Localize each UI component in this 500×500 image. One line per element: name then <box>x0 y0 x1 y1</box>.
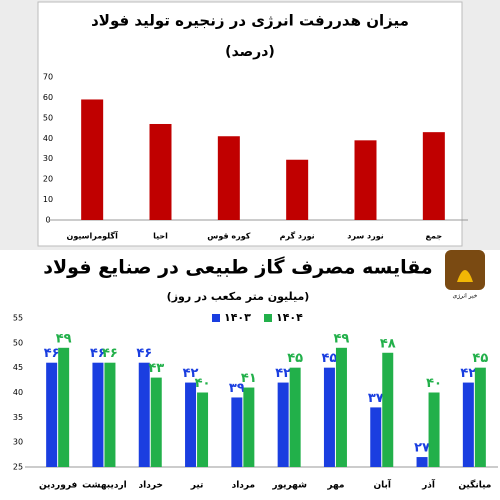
bar <box>46 362 58 467</box>
bar <box>81 99 104 220</box>
value-label: ۴۶ <box>136 346 152 361</box>
x-tick-label: مرداد <box>232 481 256 491</box>
value-label: ۴۶ <box>44 346 60 361</box>
value-label: ۴۱ <box>241 371 257 386</box>
legend-swatch <box>212 314 220 322</box>
x-tick-label: شهریور <box>271 481 307 491</box>
bar <box>422 132 445 220</box>
logo-text: خبر انرژی <box>453 293 478 300</box>
bar <box>428 392 440 467</box>
bar <box>416 457 428 467</box>
y-tick-label: 25 <box>13 463 23 472</box>
value-label: ۴۲ <box>460 366 476 381</box>
y-tick-label: 70 <box>43 73 53 82</box>
chart-subtitle: (میلیون متر مکعب در روز) <box>167 290 310 303</box>
value-label: ۴۵ <box>322 351 338 366</box>
value-label: ۳۹ <box>229 381 245 396</box>
top-frame <box>37 1 463 247</box>
value-label: ۲۷ <box>414 441 430 456</box>
bar <box>231 397 243 467</box>
y-tick-label: 60 <box>43 93 53 102</box>
logo: خبر انرژی <box>445 250 485 300</box>
chart-subtitle: (درصد) <box>225 44 275 60</box>
x-tick-label: میانگین <box>458 479 491 491</box>
bar <box>243 387 255 467</box>
y-tick-label: 55 <box>13 314 23 323</box>
value-label: ۴۹ <box>334 331 350 346</box>
bar <box>323 367 335 467</box>
value-label: ۴۰ <box>195 376 211 391</box>
logo-flame <box>457 270 473 282</box>
bar <box>474 367 486 467</box>
bar <box>289 367 301 467</box>
y-tick-label: 40 <box>43 134 53 143</box>
value-label: ۴۲ <box>183 366 199 381</box>
y-tick-label: 35 <box>13 413 23 422</box>
value-label: ۴۰ <box>426 376 442 391</box>
value-label: ۴۶ <box>90 346 106 361</box>
y-tick-label: 10 <box>43 195 53 204</box>
bar <box>217 136 240 220</box>
x-tick-label: نورد سرد <box>347 232 383 241</box>
x-tick-label: مهر <box>326 481 344 491</box>
x-tick-label: احیا <box>153 232 168 241</box>
bar <box>138 362 150 467</box>
value-label: ۳۷ <box>368 391 384 406</box>
value-label: ۴۲ <box>275 366 291 381</box>
bar <box>150 377 162 467</box>
chart-title: مقایسه مصرف گاز طبیعی در صنایع فولاد <box>43 256 432 279</box>
legend-swatch <box>264 314 272 322</box>
legend-label: ۱۴۰۴ <box>276 311 303 324</box>
x-tick-label: فروردین <box>39 481 77 491</box>
x-tick-label: نورد گرم <box>280 231 315 241</box>
bar <box>104 362 116 467</box>
x-tick-label: کوره قوس <box>207 232 250 242</box>
bar <box>277 382 289 467</box>
value-label: ۴۸ <box>380 336 396 351</box>
x-tick-label: آذر <box>421 479 436 491</box>
value-label: ۴۶ <box>102 346 118 361</box>
bar <box>149 123 172 220</box>
x-tick-label: آگلومراسیون <box>67 231 119 241</box>
x-tick-label: آبان <box>373 479 391 491</box>
bar <box>354 140 377 220</box>
bar <box>370 407 382 467</box>
y-tick-label: 45 <box>13 363 23 372</box>
value-label: ۴۹ <box>56 331 72 346</box>
y-tick-label: 50 <box>13 338 23 347</box>
y-tick-label: 40 <box>13 388 23 397</box>
bar <box>197 392 209 467</box>
chart-title: میزان هدررفت انرژی در زنجیره تولید فولاد <box>91 12 409 30</box>
bar <box>335 347 347 467</box>
value-label: ۴۵ <box>472 351 488 366</box>
y-tick-label: 20 <box>43 175 53 184</box>
y-tick-label: 30 <box>43 154 53 163</box>
x-tick-label: اردیبهشت <box>82 481 127 491</box>
y-tick-label: 50 <box>43 113 53 122</box>
y-tick-label: 30 <box>13 438 23 447</box>
x-tick-label: جمع <box>426 232 443 241</box>
legend-label: ۱۴۰۳ <box>224 311 251 324</box>
x-tick-label: خرداد <box>139 481 163 491</box>
value-label: ۴۵ <box>287 351 303 366</box>
value-label: ۴۳ <box>148 361 164 376</box>
bar <box>462 382 474 467</box>
bar <box>382 352 394 467</box>
bar <box>286 159 309 220</box>
bar <box>185 382 197 467</box>
bar <box>92 362 104 467</box>
bar <box>58 347 70 467</box>
x-tick-label: تیر <box>190 481 204 491</box>
